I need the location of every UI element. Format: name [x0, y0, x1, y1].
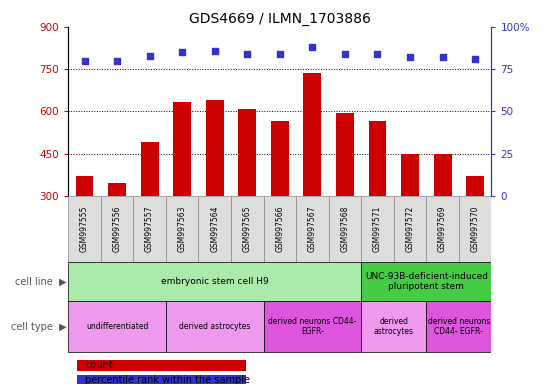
Point	[210, 48, 219, 54]
Bar	[75, 176, 93, 280]
Bar	[231, 196, 264, 262]
Bar	[336, 113, 354, 280]
Bar	[361, 301, 426, 352]
Bar	[133, 196, 166, 262]
Bar	[238, 109, 256, 280]
Text: embryonic stem cell H9: embryonic stem cell H9	[161, 277, 269, 286]
Point	[80, 58, 89, 64]
Bar	[166, 196, 198, 262]
Bar	[369, 121, 387, 280]
Text: GSM997556: GSM997556	[112, 205, 122, 252]
Text: GSM997557: GSM997557	[145, 205, 154, 252]
Bar	[296, 196, 329, 262]
Bar	[264, 196, 296, 262]
Text: GSM997563: GSM997563	[177, 205, 187, 252]
Bar	[271, 121, 289, 280]
Point	[373, 51, 382, 57]
Point	[276, 51, 284, 57]
Bar	[173, 101, 191, 280]
Text: GSM997564: GSM997564	[210, 205, 219, 252]
Text: GSM997570: GSM997570	[471, 205, 479, 252]
Bar	[101, 196, 133, 262]
Bar	[198, 196, 231, 262]
Point	[471, 56, 479, 62]
Title: GDS4669 / ILMN_1703886: GDS4669 / ILMN_1703886	[189, 12, 371, 26]
Point	[406, 54, 414, 60]
Point	[145, 53, 154, 59]
Bar	[466, 176, 484, 280]
Point	[438, 54, 447, 60]
Bar	[264, 301, 361, 352]
Bar	[76, 375, 246, 384]
Bar	[141, 142, 158, 280]
Point	[112, 58, 121, 64]
Text: percentile rank within the sample: percentile rank within the sample	[85, 375, 250, 384]
Point	[243, 51, 252, 57]
Bar	[68, 196, 101, 262]
Bar	[401, 154, 419, 280]
Bar	[329, 196, 361, 262]
Text: GSM997555: GSM997555	[80, 205, 89, 252]
Text: cell type  ▶: cell type ▶	[11, 322, 67, 332]
Bar	[68, 262, 361, 301]
Text: GSM997565: GSM997565	[243, 205, 252, 252]
Text: undifferentiated: undifferentiated	[86, 322, 149, 331]
Text: GSM997567: GSM997567	[308, 205, 317, 252]
Bar	[108, 183, 126, 280]
Bar	[361, 196, 394, 262]
Text: count: count	[85, 360, 113, 370]
Bar	[68, 301, 166, 352]
Text: GSM997568: GSM997568	[340, 205, 349, 252]
Text: GSM997566: GSM997566	[275, 205, 284, 252]
Text: derived neurons CD44-
EGFR-: derived neurons CD44- EGFR-	[268, 317, 357, 336]
Point	[178, 49, 187, 55]
Text: cell line  ▶: cell line ▶	[15, 276, 67, 286]
Bar	[394, 196, 426, 262]
Bar	[304, 73, 322, 280]
Bar	[76, 359, 246, 371]
Point	[308, 44, 317, 50]
Text: derived neurons
CD44- EGFR-: derived neurons CD44- EGFR-	[428, 317, 490, 336]
Text: GSM997569: GSM997569	[438, 205, 447, 252]
Bar	[166, 301, 264, 352]
Point	[341, 51, 349, 57]
Text: derived astrocytes: derived astrocytes	[179, 322, 251, 331]
Bar	[206, 100, 224, 280]
Bar	[426, 301, 491, 352]
Bar	[426, 196, 459, 262]
Text: GSM997572: GSM997572	[406, 205, 414, 252]
Text: derived
astrocytes: derived astrocytes	[374, 317, 414, 336]
Bar	[459, 196, 491, 262]
Text: UNC-93B-deficient-induced
pluripotent stem: UNC-93B-deficient-induced pluripotent st…	[365, 272, 488, 291]
Text: GSM997571: GSM997571	[373, 205, 382, 252]
Bar	[361, 262, 491, 301]
Bar	[434, 154, 452, 280]
